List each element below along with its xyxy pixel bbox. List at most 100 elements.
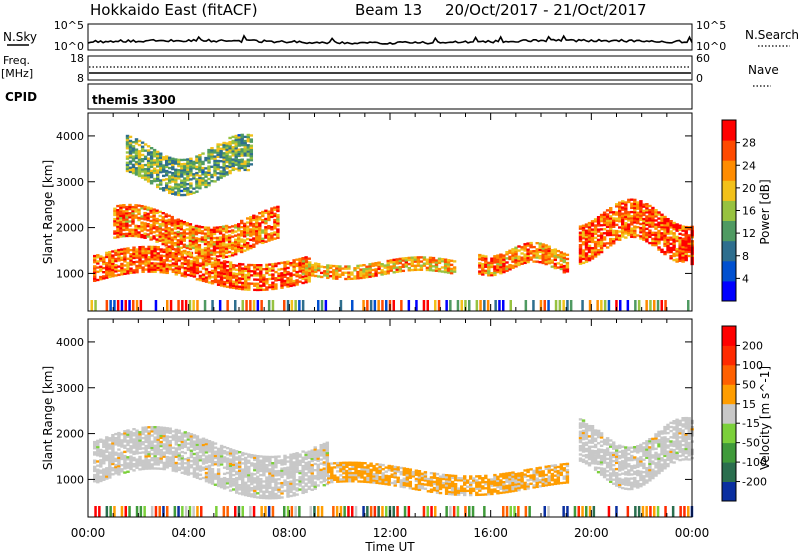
echo-cell [325, 472, 330, 475]
echo-cell [322, 477, 327, 481]
echo-cell [395, 258, 399, 261]
echo-cell [539, 300, 543, 311]
echo-cell [234, 138, 238, 142]
echo-cell [342, 480, 346, 483]
echo-cell [314, 274, 318, 278]
echo-cell [336, 464, 340, 467]
echo-cell [319, 448, 323, 451]
echo-cell [672, 248, 676, 251]
echo-cell [268, 480, 272, 483]
echo-cell [249, 146, 254, 150]
echo-cell [669, 242, 673, 246]
echo-cell [117, 269, 121, 272]
echo-cell [96, 254, 100, 257]
echo-cell [481, 265, 485, 268]
echo-cell [177, 171, 181, 174]
echo-cell [240, 226, 244, 229]
echo-cell [666, 242, 670, 246]
echo-cell [152, 169, 157, 172]
echo-cell [189, 157, 193, 160]
echo-cell [189, 464, 194, 467]
echo-cell [158, 235, 162, 238]
echo-cell [402, 481, 407, 485]
echo-cell [164, 215, 168, 218]
echo-cell [460, 487, 464, 490]
echo-cell [496, 254, 500, 257]
echo-cell [386, 261, 390, 265]
echo-cell [621, 231, 625, 234]
echo-cell [146, 157, 151, 160]
echo-cell [657, 248, 661, 251]
echo-cell [360, 466, 364, 469]
echo-cell [553, 250, 558, 253]
echo-cell [194, 233, 199, 236]
echo-cell [390, 469, 394, 472]
echo-cell [463, 475, 467, 478]
echo-cell [307, 280, 311, 283]
echo-cell [213, 149, 217, 152]
echo-cell [234, 167, 238, 171]
echo-cell [237, 154, 241, 158]
echo-cell [228, 284, 233, 287]
echo-cell [161, 242, 165, 246]
echo-cell [201, 160, 205, 164]
echo-cell [138, 451, 142, 455]
echo-cell [102, 451, 106, 455]
echo-cell [189, 186, 193, 189]
echo-cell [149, 171, 154, 175]
echo-cell [535, 248, 539, 251]
echo-cell [446, 267, 451, 270]
echo-cell [126, 247, 130, 250]
echo-cell [126, 257, 130, 260]
echo-cell [392, 271, 396, 274]
echo-cell [93, 273, 97, 276]
echo-cell [161, 234, 165, 238]
echo-cell [224, 251, 229, 254]
echo-cell [289, 468, 293, 471]
echo-cell [222, 264, 227, 267]
echo-cell [684, 227, 688, 231]
echo-cell [277, 455, 281, 458]
echo-cell [314, 266, 318, 269]
echo-cell [590, 234, 595, 237]
echo-cell [258, 236, 262, 240]
echo-cell [161, 222, 165, 225]
echo-cell [227, 246, 232, 250]
echo-cell [216, 143, 220, 146]
echo-cell [213, 461, 218, 464]
echo-cell [232, 480, 236, 483]
echo-cell [366, 480, 370, 484]
echo-cell [238, 469, 242, 472]
echo-cell [147, 256, 151, 259]
echo-cell [135, 248, 139, 251]
echo-cell [396, 480, 400, 484]
echo-cell [174, 437, 179, 440]
echo-cell [490, 263, 494, 267]
echo-cell [253, 272, 257, 275]
echo-cell [544, 258, 548, 262]
echo-cell [363, 470, 367, 473]
echo-cell [137, 216, 141, 220]
echo-cell [219, 172, 223, 175]
echo-cell [502, 260, 506, 263]
echo-cell [311, 270, 315, 273]
echo-cell [183, 458, 188, 461]
echo-cell [155, 219, 159, 223]
echo-cell [657, 217, 661, 220]
echo-cell [93, 254, 97, 258]
echo-cell [183, 468, 188, 471]
echo-cell [511, 266, 515, 269]
echo-cell [271, 464, 275, 467]
echo-cell [152, 163, 157, 166]
echo-cell [252, 214, 256, 217]
echo-cell [120, 273, 124, 276]
power-colorbar-label: Power [dB] [758, 179, 772, 244]
echo-cell [192, 191, 196, 195]
echo-cell [165, 427, 169, 430]
echo-cell [656, 300, 660, 311]
echo-cell [672, 223, 676, 227]
echo-cell [141, 461, 145, 464]
echo-cell [232, 282, 236, 285]
echo-cell [605, 217, 610, 220]
echo-cell [550, 259, 555, 262]
